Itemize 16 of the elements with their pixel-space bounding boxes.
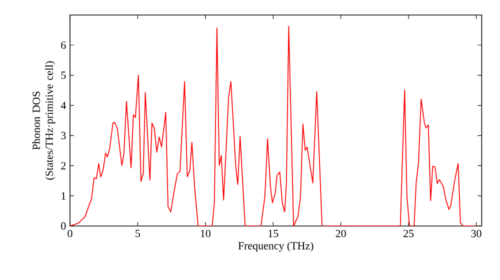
y-tick-label: 0 bbox=[61, 222, 66, 230]
x-tick-label: 20 bbox=[336, 230, 346, 238]
x-tick-label: 30 bbox=[471, 230, 482, 238]
y-axis-title: Phonon DOS (States/THz·primitive cell) bbox=[32, 61, 56, 180]
x-tick-label: 15 bbox=[268, 230, 278, 238]
x-tick-label: 10 bbox=[200, 230, 210, 238]
x-tick-label: 25 bbox=[404, 230, 414, 238]
y-tick-label: 2 bbox=[61, 162, 66, 170]
y-tick-label: 6 bbox=[61, 41, 66, 49]
x-tick-label: 0 bbox=[68, 230, 72, 238]
y-tick-label: 3 bbox=[61, 132, 66, 140]
y-tick-label: 1 bbox=[62, 192, 66, 200]
y-tick-label: 4 bbox=[60, 102, 66, 110]
x-axis-title: Frequency (THz) bbox=[238, 242, 314, 252]
y-tick-label: 5 bbox=[61, 72, 66, 79]
x-tick-label: 5 bbox=[136, 230, 140, 238]
